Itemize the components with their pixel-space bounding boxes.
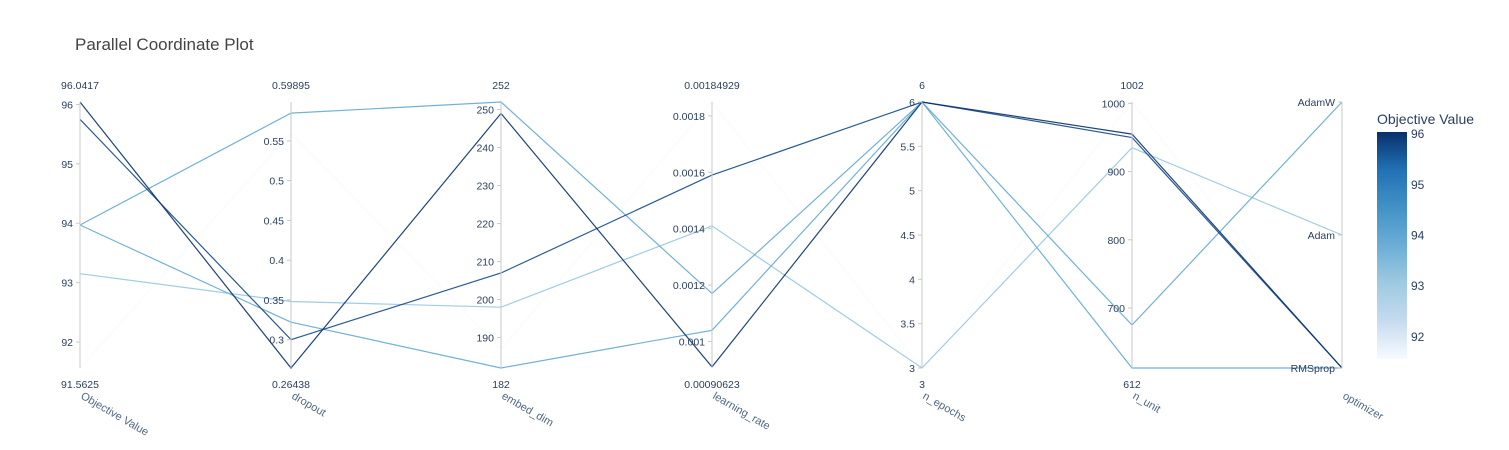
colorbar-tick-label: 93 <box>1411 279 1425 293</box>
axis-min-label: 0.26438 <box>272 379 310 391</box>
axis-max-label: 252 <box>492 80 510 92</box>
axis-tick-label: 700 <box>1107 303 1125 315</box>
colorbar-title: Objective Value <box>1377 111 1474 127</box>
axis-tick-label: 0.0016 <box>673 167 705 179</box>
axis-tick-label: 0.55 <box>264 136 285 148</box>
colorbar-tick-label: 96 <box>1411 127 1425 141</box>
axis-tick-label: 0.0012 <box>673 280 705 292</box>
axis-tick-label: 220 <box>476 219 494 231</box>
axis-tick-label: 0.45 <box>264 215 285 227</box>
axis-min-label: 3 <box>919 379 925 391</box>
category-label-adamw: AdamW <box>1298 97 1335 109</box>
axis-max-label: 0.59895 <box>272 80 310 92</box>
axis-tick-label: 96 <box>61 99 73 111</box>
axis-tick-label: 95 <box>61 159 73 171</box>
chart-title: Parallel Coordinate Plot <box>75 35 254 54</box>
axis-tick-label: 250 <box>476 105 494 117</box>
category-label-rmsprop: RMSprop <box>1291 363 1336 375</box>
axis-tick-label: 5.5 <box>900 141 915 153</box>
axis-max-label: 96.0417 <box>61 80 99 92</box>
axis-tick-label: 6 <box>909 97 915 109</box>
axis-min-label: 182 <box>492 379 510 391</box>
axis-tick-label: 240 <box>476 143 494 155</box>
axis-tick-label: 3 <box>909 363 915 375</box>
axis-max-label: 0.00184929 <box>684 80 740 92</box>
axis-tick-label: 4.5 <box>900 230 915 242</box>
axis-tick-label: 92 <box>61 337 73 349</box>
axis-tick-label: 0.0014 <box>673 224 705 236</box>
axis-max-label: 6 <box>919 80 925 92</box>
axis-tick-label: 4 <box>909 274 915 286</box>
axis-tick-label: 800 <box>1107 235 1125 247</box>
axis-tick-label: 94 <box>61 218 73 230</box>
axis-tick-label: 0.001 <box>679 337 705 349</box>
axis-min-label: 0.00090623 <box>684 379 740 391</box>
colorbar-tick-label: 92 <box>1411 330 1425 344</box>
category-label-adam: Adam <box>1308 230 1336 242</box>
axis-tick-label: 3.5 <box>900 319 915 331</box>
axis-tick-label: 0.0018 <box>673 111 705 123</box>
axis-max-label: 1002 <box>1120 80 1144 92</box>
axis-tick-label: 900 <box>1107 167 1125 179</box>
axis-tick-label: 210 <box>476 257 494 269</box>
axis-tick-label: 190 <box>476 333 494 345</box>
axis-tick-label: 230 <box>476 181 494 193</box>
axis-tick-label: 0.3 <box>269 335 284 347</box>
axis-tick-label: 1000 <box>1102 98 1126 110</box>
colorbar-tick-label: 95 <box>1411 178 1425 192</box>
axis-min-label: 612 <box>1123 379 1141 391</box>
axis-tick-label: 0.5 <box>269 176 284 188</box>
colorbar: Objective Value 92 93 94 95 96 <box>1377 111 1474 359</box>
axis-tick-label: 5 <box>909 186 915 198</box>
axis-min-label: 91.5625 <box>61 379 99 391</box>
colorbar-tick-label: 94 <box>1411 228 1425 242</box>
axis-tick-label: 0.35 <box>264 295 285 307</box>
axis-tick-label: 93 <box>61 278 73 290</box>
axis-tick-label: 0.4 <box>269 255 284 267</box>
colorbar-gradient <box>1377 132 1407 359</box>
axis-tick-label: 200 <box>476 295 494 307</box>
